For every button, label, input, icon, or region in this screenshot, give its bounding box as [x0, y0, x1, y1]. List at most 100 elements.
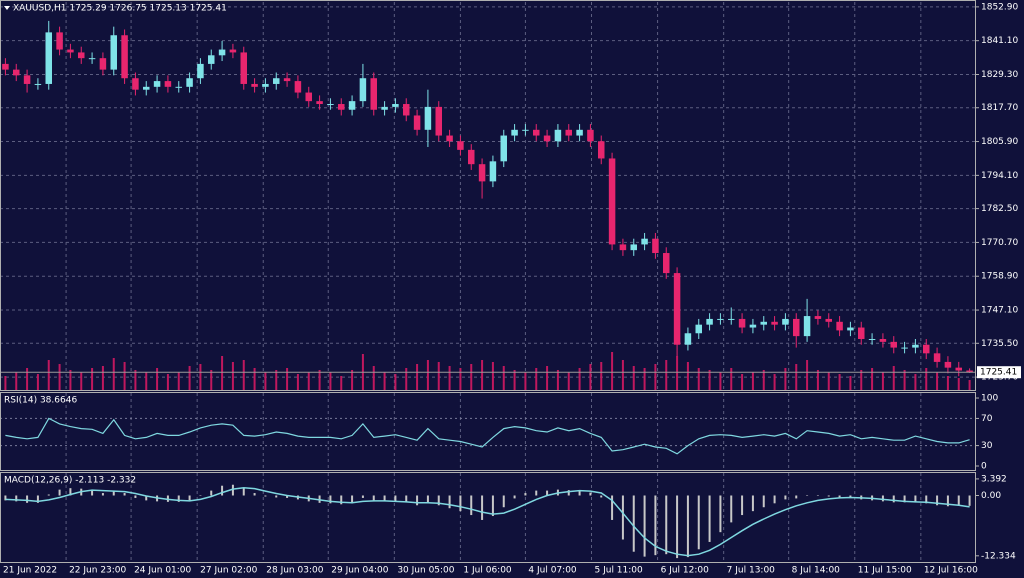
volume-bar — [231, 362, 234, 390]
candle-body — [251, 83, 258, 87]
volume-bar — [296, 374, 299, 390]
macd-bar — [188, 495, 191, 501]
candle-body — [164, 81, 172, 87]
volume-bar — [134, 370, 137, 390]
candle-body — [695, 324, 702, 334]
candle-body — [717, 318, 724, 320]
volume-bar — [58, 364, 61, 390]
volume-bar — [621, 360, 624, 390]
volume-bar — [611, 352, 614, 390]
candle-body — [652, 238, 659, 254]
volume-bar — [643, 368, 646, 390]
volume-bar — [925, 368, 928, 390]
volume-bar — [69, 370, 72, 390]
volume-bar — [329, 372, 332, 390]
macd-bar — [697, 495, 700, 550]
volume-bar — [481, 360, 484, 390]
candle-body — [858, 327, 865, 339]
candle-body — [630, 244, 637, 251]
macd-bar — [730, 495, 733, 523]
macd-bar — [957, 495, 960, 506]
candle-body — [966, 370, 973, 373]
macd-bar — [437, 495, 440, 506]
y-tick-label: 70 — [981, 414, 993, 424]
volume-bar — [708, 370, 711, 390]
volume-bar — [210, 370, 213, 390]
macd-bar — [448, 495, 451, 509]
volume-bar — [513, 370, 516, 390]
volume-bar — [816, 370, 819, 390]
macd-bar — [600, 495, 603, 498]
candle-body — [23, 75, 31, 84]
x-tick-label: 6 Jul 12:00 — [661, 566, 710, 576]
y-tick-label: 1794.10 — [981, 171, 1018, 181]
volume-bar — [145, 372, 148, 390]
candle-body — [229, 49, 237, 53]
macd-bar — [643, 495, 646, 557]
volume-bar — [860, 370, 863, 390]
volume-bar — [741, 374, 744, 390]
candle-body — [814, 316, 822, 319]
volume-bar — [383, 372, 386, 390]
volume-bar — [578, 368, 581, 390]
price-label-box — [977, 366, 1021, 379]
volume-bar — [491, 362, 494, 390]
menu-arrow[interactable] — [4, 6, 10, 10]
x-tick-label: 22 Jun 23:00 — [69, 566, 126, 576]
volume-bar — [47, 360, 50, 390]
candle-body — [110, 35, 117, 70]
volume-bar — [264, 372, 267, 390]
macd-bar — [459, 495, 462, 512]
candle-body — [67, 49, 74, 53]
candle-body — [175, 86, 182, 88]
candle-body — [912, 344, 919, 348]
candle-body — [88, 58, 96, 60]
candle-body — [381, 106, 388, 110]
candle-body — [760, 321, 767, 325]
volume-bar — [957, 378, 960, 390]
candle-body — [879, 338, 887, 342]
macd-bar — [719, 495, 722, 533]
volume-bar — [405, 368, 408, 390]
candle-body — [533, 129, 540, 136]
x-tick-label: 24 Jun 01:00 — [134, 566, 191, 576]
volume-bar — [36, 374, 39, 390]
macd-bar — [470, 495, 473, 516]
macd-bar — [340, 495, 343, 505]
y-tick-label: 1841.10 — [981, 36, 1018, 46]
volume-bar — [307, 372, 310, 390]
candle-body — [619, 244, 627, 251]
volume-bar — [838, 374, 841, 390]
x-tick-label: 4 Jul 07:00 — [528, 566, 577, 576]
volume-bar — [524, 372, 527, 390]
candle-body — [576, 129, 583, 136]
candle-body — [403, 104, 410, 116]
macd-bar — [827, 495, 830, 497]
candle-body — [598, 141, 605, 159]
volume-bar — [795, 364, 798, 390]
volume-bar — [91, 368, 94, 390]
candle-body — [782, 318, 789, 325]
volume-bar — [372, 366, 375, 390]
y-tick-label: 1758.90 — [981, 272, 1018, 282]
candle-body — [944, 361, 952, 368]
volume-bar — [946, 376, 949, 390]
macd-bar — [968, 495, 971, 506]
candle-body — [836, 321, 843, 331]
macd-bar — [762, 495, 765, 508]
macd-bar — [513, 495, 516, 499]
volume-bar — [676, 356, 679, 390]
candle-body — [435, 106, 442, 136]
volume-bar — [535, 368, 538, 390]
volume-bar — [697, 368, 700, 390]
volume-bar — [188, 366, 191, 390]
candle-body — [468, 149, 475, 165]
volume-bar — [936, 372, 939, 390]
volume-bar — [719, 372, 722, 390]
candle-body — [565, 129, 572, 136]
candle-body — [738, 318, 746, 328]
macd-bar — [611, 495, 614, 520]
macd-bar — [806, 495, 809, 496]
candle-body — [197, 63, 204, 79]
